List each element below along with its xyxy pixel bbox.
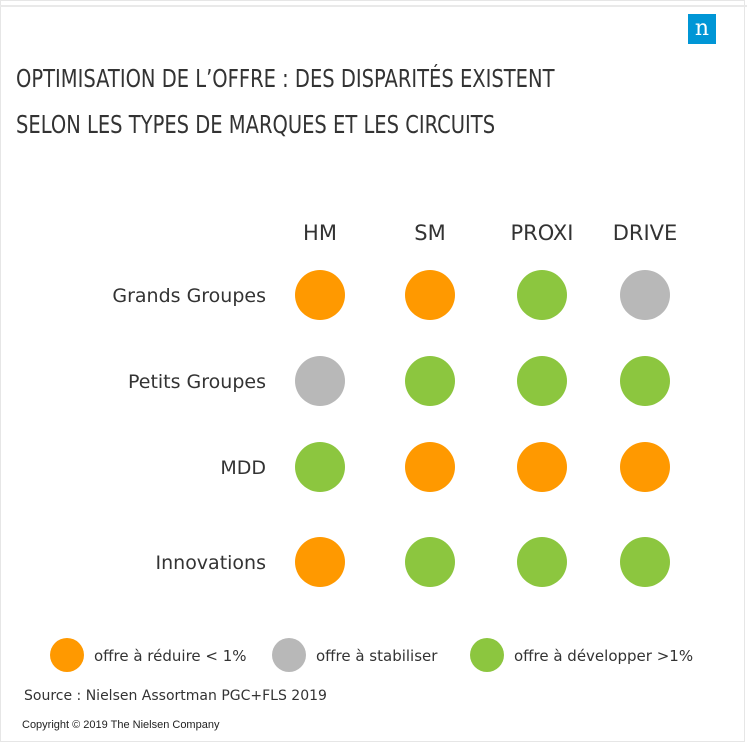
dot-innovations-hm: [295, 537, 345, 587]
dot-grands-groupes-hm: [295, 270, 345, 320]
dot-mdd-sm: [405, 442, 455, 492]
title-line-2: SELON LES TYPES DE MARQUES ET LES CIRCUI…: [16, 110, 496, 139]
top-divider: [0, 5, 747, 7]
legend-label-reduce: offre à réduire < 1%: [94, 647, 247, 665]
dot-petits-groupes-hm: [295, 356, 345, 406]
dot-petits-groupes-proxi: [517, 356, 567, 406]
legend-swatch-reduce: [50, 638, 84, 672]
copyright-note: Copyright © 2019 The Nielsen Company: [22, 719, 220, 731]
legend-swatch-stabilize: [272, 638, 306, 672]
legend-label-develop: offre à développer >1%: [514, 647, 693, 665]
row-label-innovations: Innovations: [156, 552, 267, 574]
dot-mdd-hm: [295, 442, 345, 492]
title-line-1: OPTIMISATION DE L’OFFRE : DES DISPARITÉS…: [16, 64, 555, 93]
row-label-petits-groupes: Petits Groupes: [128, 371, 266, 393]
column-header-proxi: PROXI: [510, 221, 573, 245]
column-header-hm: HM: [303, 221, 337, 245]
column-header-drive: DRIVE: [613, 221, 678, 245]
dot-grands-groupes-proxi: [517, 270, 567, 320]
column-header-sm: SM: [414, 221, 445, 245]
nielsen-logo: n: [688, 14, 716, 44]
dot-petits-groupes-sm: [405, 356, 455, 406]
dot-grands-groupes-drive: [620, 270, 670, 320]
dot-innovations-drive: [620, 537, 670, 587]
dot-petits-groupes-drive: [620, 356, 670, 406]
dot-mdd-drive: [620, 442, 670, 492]
row-label-mdd: MDD: [220, 457, 266, 479]
dot-innovations-proxi: [517, 537, 567, 587]
dot-grands-groupes-sm: [405, 270, 455, 320]
dot-innovations-sm: [405, 537, 455, 587]
legend-label-stabilize: offre à stabiliser: [316, 647, 438, 665]
legend-swatch-develop: [470, 638, 504, 672]
source-note: Source : Nielsen Assortman PGC+FLS 2019: [24, 688, 327, 704]
dot-mdd-proxi: [517, 442, 567, 492]
chart-title: OPTIMISATION DE L’OFFRE : DES DISPARITÉS…: [16, 56, 562, 148]
row-label-grands-groupes: Grands Groupes: [112, 285, 266, 307]
